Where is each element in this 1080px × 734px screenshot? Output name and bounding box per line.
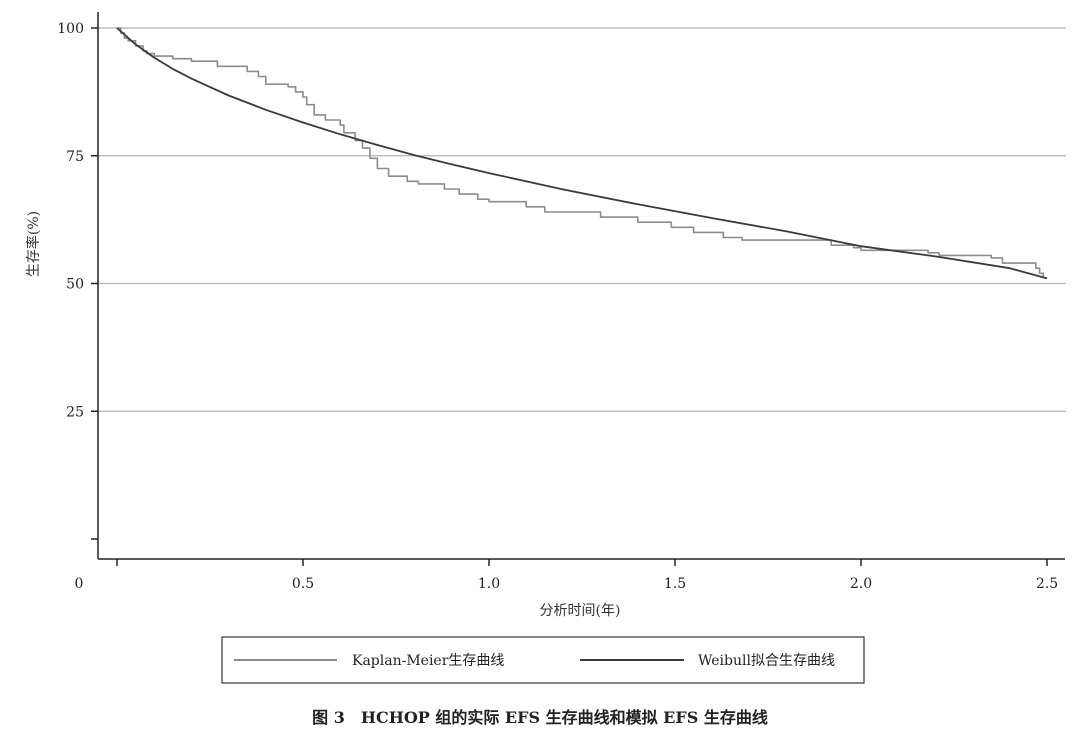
axes	[97, 12, 1065, 560]
x-axis-label: 分析时间(年)	[540, 603, 621, 619]
series-line-kaplan-meier	[117, 27, 1045, 279]
x-ticks: 0 0.5 1.0 1.5 2.0 2.5	[75, 559, 1058, 592]
figure-caption: 图 3 HCHOP 组的实际 EFS 生存曲线和模拟 EFS 生存曲线	[312, 708, 768, 727]
x-tick-label-2: 2.0	[850, 576, 872, 592]
legend-label-weibull: Weibull拟合生存曲线	[698, 653, 835, 669]
x-tick-label-1.5: 1.5	[664, 576, 686, 592]
legend-label-kaplan-meier: Kaplan-Meier生存曲线	[352, 653, 504, 669]
y-ticks: 25 50 75 100	[57, 21, 98, 540]
y-tick-label-50: 50	[66, 277, 84, 293]
series-line-weibull	[116, 27, 1048, 280]
y-tick-label-25: 25	[66, 404, 84, 420]
x-tick-label-0: 0	[75, 576, 84, 592]
x-tick-label-1: 1.0	[478, 576, 500, 592]
series-lines	[116, 27, 1048, 280]
legend: Kaplan-Meier生存曲线 Weibull拟合生存曲线	[221, 636, 865, 684]
y-axis-label: 生存率(%)	[25, 211, 42, 277]
gridlines	[98, 27, 1066, 412]
y-tick-label-100: 100	[57, 21, 84, 37]
x-tick-label-2.5: 2.5	[1036, 576, 1058, 592]
y-tick-label-75: 75	[66, 149, 84, 165]
x-tick-label-0.5: 0.5	[292, 576, 314, 592]
